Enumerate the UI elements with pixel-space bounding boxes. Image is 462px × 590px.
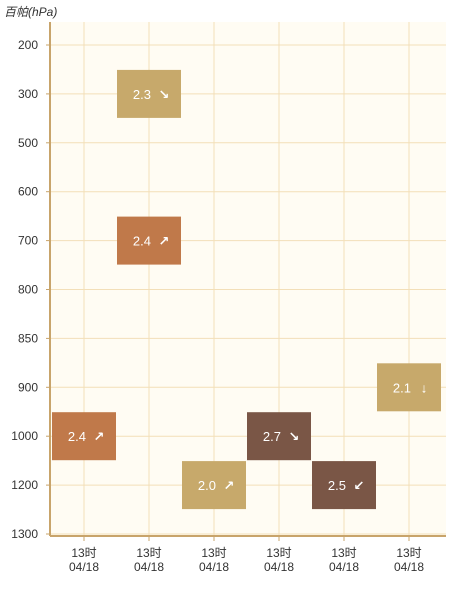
data-cell-rect: [52, 412, 116, 461]
x-tick-label-time: 13时: [136, 546, 161, 560]
wind-direction-icon: ↘: [159, 87, 170, 102]
x-tick-label-time: 13时: [396, 546, 421, 560]
y-tick-label: 850: [18, 331, 38, 345]
x-tick-labels: 13时04/1813时04/1813时04/1813时04/1813时04/18…: [69, 546, 424, 574]
wind-direction-icon: ↗: [159, 234, 170, 249]
data-cell-rect: [312, 461, 376, 510]
x-tick-label-time: 13时: [201, 546, 226, 560]
x-tick-label-date: 04/18: [199, 560, 229, 574]
wind-direction-icon: ↘: [289, 429, 300, 444]
x-tick-label-date: 04/18: [329, 560, 359, 574]
y-axis-label: 百帕(hPa): [4, 5, 57, 19]
y-tick-label: 1200: [11, 478, 38, 492]
data-cell: 2.3 ↘: [117, 69, 181, 118]
x-tick-label-time: 13时: [266, 546, 291, 560]
x-tick-label-date: 04/18: [69, 560, 99, 574]
data-cell-value: 2.1: [393, 380, 411, 395]
y-tick-label: 800: [18, 283, 38, 297]
y-tick-label: 600: [18, 185, 38, 199]
data-cell: 2.5 ↙: [312, 461, 376, 510]
wind-direction-icon: ↓: [421, 380, 428, 395]
data-cell: 2.1 ↓: [377, 363, 441, 412]
data-cell-rect: [247, 412, 311, 461]
data-cell: 2.0 ↗: [182, 461, 246, 510]
data-cells: 2.3 ↘ 2.4 ↗ 2.4 ↗ 2.0 ↗ 2.7 ↘ 2.5 ↙ 2.1 ↓: [52, 69, 441, 510]
axes: [46, 22, 446, 541]
data-cell: 2.4 ↗: [117, 216, 181, 265]
data-cell: 2.4 ↗: [52, 412, 116, 461]
y-tick-label: 200: [18, 38, 38, 52]
y-tick-label: 900: [18, 380, 38, 394]
data-cell: 2.7 ↘: [247, 412, 311, 461]
data-cell-rect: [117, 216, 181, 265]
x-tick-label-time: 13时: [331, 546, 356, 560]
wind-direction-icon: ↗: [94, 429, 105, 444]
x-tick-label-time: 13时: [71, 546, 96, 560]
y-tick-label: 1000: [11, 429, 38, 443]
wind-direction-icon: ↗: [224, 478, 235, 493]
data-cell-value: 2.3: [133, 87, 151, 102]
data-cell-value: 2.5: [328, 478, 346, 493]
wind-direction-icon: ↙: [354, 478, 365, 493]
data-cell-rect: [377, 363, 441, 412]
y-tick-labels: 200 300 500 600 700 800 850 900 1000 1200 1300: [11, 38, 38, 541]
data-cell-value: 2.4: [68, 429, 86, 444]
data-cell-value: 2.0: [198, 478, 216, 493]
x-tick-label-date: 04/18: [134, 560, 164, 574]
data-cell-rect: [117, 69, 181, 118]
data-cell-value: 2.7: [263, 429, 281, 444]
x-tick-label-date: 04/18: [264, 560, 294, 574]
y-tick-label: 500: [18, 136, 38, 150]
data-cell-rect: [182, 461, 246, 510]
data-cell-value: 2.4: [133, 234, 151, 249]
y-tick-label: 700: [18, 234, 38, 248]
y-tick-label: 300: [18, 87, 38, 101]
y-tick-label: 1300: [11, 527, 38, 541]
x-tick-label-date: 04/18: [394, 560, 424, 574]
